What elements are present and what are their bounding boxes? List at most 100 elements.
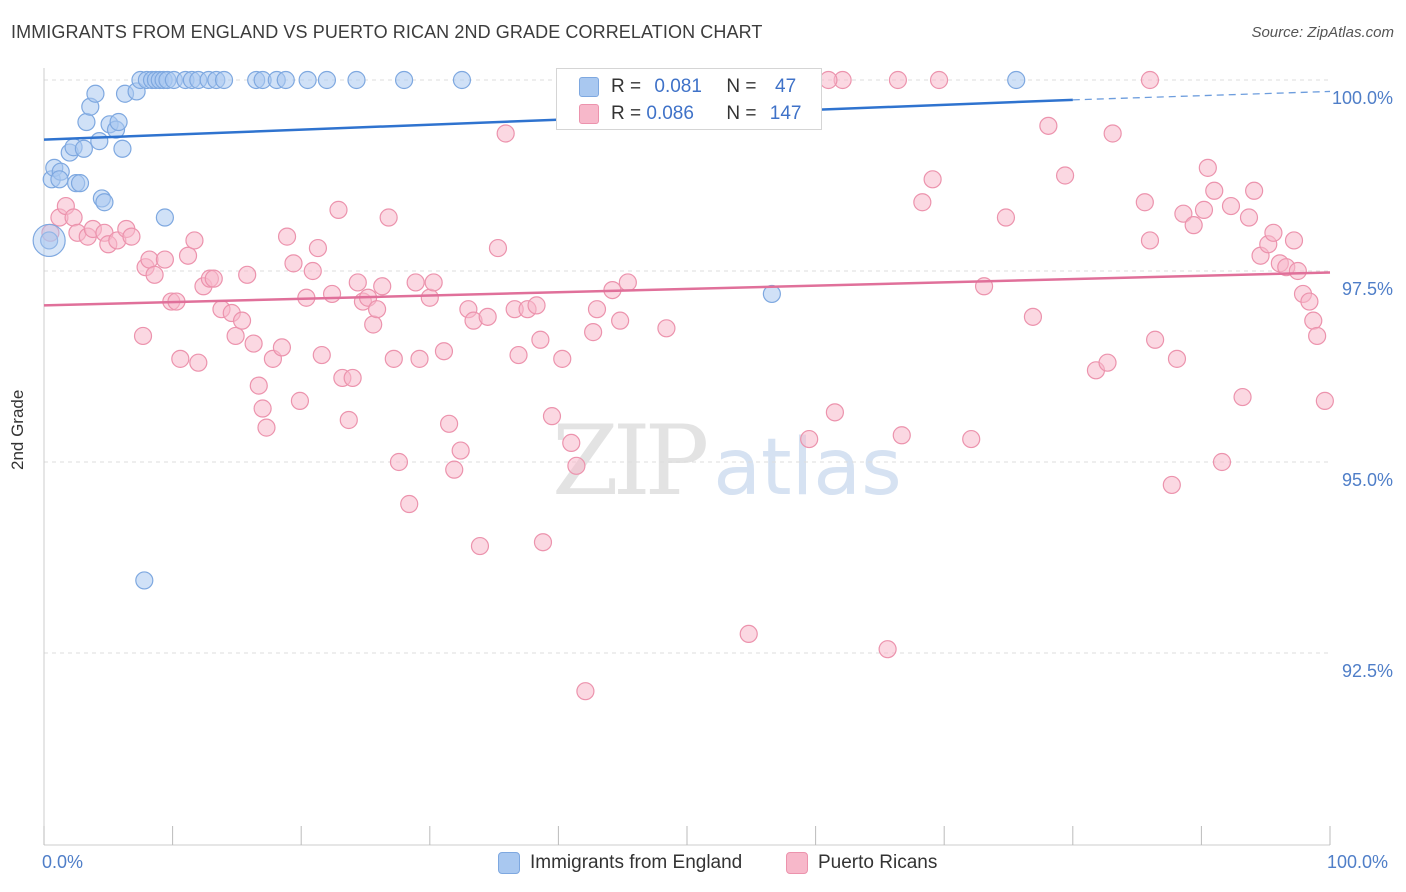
puerto-rican-point-130 <box>1288 261 1307 281</box>
puerto-rican-point-77 <box>531 330 550 349</box>
puerto-rican-point-28 <box>226 326 245 346</box>
puerto-rican-point-137 <box>819 70 838 90</box>
puerto-rican-point-19 <box>171 349 190 368</box>
puerto-rican-point-135 <box>1315 391 1334 410</box>
puerto-rican-point-48 <box>343 368 362 388</box>
y-tick-label-1: 97.5% <box>1341 279 1393 299</box>
r-label: R = <box>611 103 647 124</box>
puerto-rican-point-15 <box>145 265 164 284</box>
puerto-rican-point-34 <box>257 418 276 437</box>
puerto-rican-point-115 <box>1184 216 1203 235</box>
puerto-rican-point-122 <box>1239 208 1259 227</box>
puerto-rican-point-63 <box>434 342 454 361</box>
chart-source: Source: ZipAtlas.com <box>1251 24 1394 41</box>
puerto-rican-point-112 <box>1162 475 1181 495</box>
puerto-rican-point-99 <box>923 170 942 189</box>
england-point-19 <box>113 139 132 158</box>
legend-swatch-blue <box>498 852 520 874</box>
puerto-rican-point-42 <box>308 238 328 258</box>
stats-legend-row-england: R = 0.081 N = 47 <box>579 75 796 99</box>
england-point-9 <box>74 139 93 158</box>
puerto-rican-point-52 <box>364 315 383 334</box>
puerto-rican-point-133 <box>1304 311 1323 330</box>
puerto-rican-point-78 <box>533 533 553 552</box>
puerto-rican-point-53 <box>367 300 387 319</box>
puerto-rican-point-57 <box>389 452 409 472</box>
puerto-rican-point-80 <box>553 349 572 368</box>
england-point-35 <box>214 70 234 90</box>
england-point-18 <box>109 112 128 132</box>
england-point-large <box>32 223 66 258</box>
puerto-rican-point-25 <box>204 269 223 288</box>
puerto-rican-point-11 <box>122 227 141 246</box>
puerto-rican-point-38 <box>284 254 303 273</box>
puerto-rican-point-102 <box>996 208 1016 227</box>
england-point-4 <box>50 170 69 189</box>
puerto-rican-point-104 <box>1039 116 1058 135</box>
puerto-rican-point-81 <box>562 433 581 452</box>
puerto-rican-point-96 <box>878 640 897 659</box>
puerto-rican-point-91 <box>657 319 676 338</box>
legend-item-puerto-ricans[interactable]: Puerto Ricans <box>786 852 937 874</box>
puerto-rican-point-138 <box>929 70 949 90</box>
puerto-rican-point-88 <box>618 273 637 292</box>
puerto-rican-point-55 <box>379 208 398 227</box>
y-tick-label-0: 100.0% <box>1331 88 1393 108</box>
puerto-rican-point-100 <box>962 429 981 449</box>
puerto-rican-point-82 <box>567 456 586 475</box>
series-immigrants-from-england <box>32 70 1026 590</box>
puerto-rican-point-12 <box>133 326 153 346</box>
england-point-42 <box>347 70 366 90</box>
puerto-rican-point-31 <box>244 334 263 353</box>
england-point-10 <box>77 112 96 132</box>
england-point-13 <box>90 132 109 151</box>
grid-lines <box>44 79 1330 654</box>
puerto-rican-point-118 <box>1205 181 1224 200</box>
puerto-rican-point-108 <box>1103 124 1122 143</box>
puerto-rican-point-74 <box>509 345 528 365</box>
puerto-rican-point-41 <box>303 261 322 281</box>
legend-label: Immigrants from England <box>530 852 743 873</box>
puerto-rican-point-16 <box>155 250 174 269</box>
england-point-47 <box>762 284 781 304</box>
puerto-rican-point-32 <box>249 376 268 395</box>
puerto-rican-point-105 <box>1055 166 1075 185</box>
puerto-rican-point-37 <box>277 227 297 246</box>
puerto-rican-point-97 <box>892 426 911 445</box>
puerto-rican-point-21 <box>185 231 204 250</box>
puerto-rican-point-87 <box>611 311 630 330</box>
r-label: R = <box>611 76 647 97</box>
puerto-rican-point-123 <box>1245 181 1264 200</box>
x-tick-label-1: 100.0% <box>1327 852 1389 872</box>
puerto-rican-point-39 <box>290 391 310 410</box>
puerto-rican-point-83 <box>576 682 595 701</box>
stats-legend: R = 0.081 N = 47 R = 0.086 N = 147 <box>556 68 822 130</box>
puerto-rican-point-85 <box>587 300 607 319</box>
puerto-rican-point-56 <box>384 349 403 368</box>
puerto-rican-point-121 <box>1233 387 1252 407</box>
puerto-rican-point-111 <box>1146 330 1165 349</box>
legend-item-immigrants-from-england[interactable]: Immigrants from England <box>498 852 742 874</box>
legend-swatch-pink <box>579 104 599 124</box>
puerto-rican-point-126 <box>1264 223 1283 242</box>
puerto-rican-point-136 <box>1140 70 1160 90</box>
puerto-rican-point-22 <box>189 353 208 372</box>
puerto-rican-point-30 <box>238 265 257 284</box>
puerto-rican-point-72 <box>496 124 515 143</box>
legend-swatch-pink <box>786 852 808 874</box>
puerto-rican-point-92 <box>739 624 758 644</box>
trend-line-england-extension <box>1072 90 1331 101</box>
legend-swatch-blue <box>579 77 599 97</box>
england-point-48 <box>1007 70 1026 90</box>
puerto-rican-point-47 <box>339 410 358 430</box>
puerto-rican-point-113 <box>1167 349 1187 368</box>
series-puerto-ricans <box>41 70 1334 701</box>
trend-line-puerto-ricans <box>43 271 1331 307</box>
legend-label: Puerto Ricans <box>818 852 938 873</box>
puerto-rican-point-66 <box>451 441 470 460</box>
y-axis-label: 2nd Grade <box>8 389 27 470</box>
puerto-rican-point-107 <box>1098 353 1117 372</box>
n-value: 47 <box>769 76 797 97</box>
puerto-rican-point-14 <box>140 250 159 269</box>
